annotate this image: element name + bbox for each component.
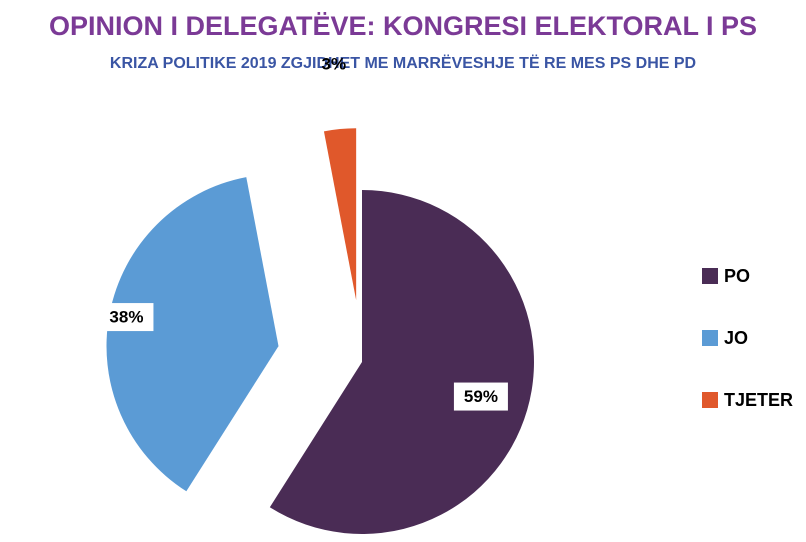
legend-label: JO — [724, 328, 748, 348]
legend-swatch — [702, 392, 718, 408]
chart-title: OPINION I DELEGATËVE: KONGRESI ELEKTORAL… — [49, 11, 757, 41]
pie-slice — [269, 190, 535, 534]
value-label: 59% — [464, 387, 498, 406]
legend-label: TJETER — [724, 390, 793, 410]
legend-label: PO — [724, 266, 750, 286]
label-box — [99, 303, 154, 332]
value-label: 38% — [109, 308, 143, 327]
legend-swatch — [702, 330, 718, 346]
value-label: 3% — [322, 54, 347, 73]
pie-slice — [106, 177, 279, 492]
label-box — [453, 382, 508, 411]
chart-subtitle: KRIZA POLITIKE 2019 ZGJIDHET ME MARRËVES… — [110, 54, 696, 72]
legend-swatch — [702, 268, 718, 284]
pie-slice — [323, 128, 357, 301]
